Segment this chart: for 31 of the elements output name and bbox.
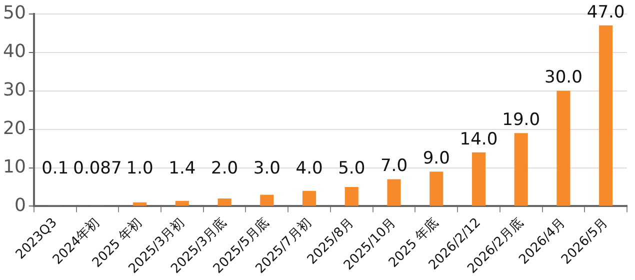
bar: [472, 152, 486, 206]
y-tick-label: 20: [3, 118, 26, 139]
data-label: 5.0: [338, 158, 366, 178]
y-tick-label: 30: [3, 79, 26, 100]
bar: [556, 90, 570, 206]
y-tick-label: 40: [3, 40, 26, 62]
data-label: 1.0: [126, 158, 154, 178]
y-tick-label: 10: [3, 156, 26, 178]
bar: [218, 198, 232, 206]
bar: [387, 179, 401, 206]
data-label: 1.4: [168, 158, 196, 178]
data-label: 0.1: [42, 158, 69, 178]
bar: [302, 190, 316, 206]
data-label: 3.0: [253, 158, 280, 178]
data-label: 9.0: [422, 148, 450, 169]
bar: [344, 187, 358, 206]
y-tick-label: 0: [14, 194, 26, 216]
data-label: 4.0: [296, 158, 323, 178]
data-label: 30.0: [544, 68, 582, 88]
bar: [599, 25, 613, 206]
bar: [514, 133, 528, 206]
data-label: 7.0: [380, 156, 408, 176]
bar: [430, 172, 444, 206]
data-label: 0.087: [73, 158, 122, 178]
bar: [175, 200, 189, 206]
y-tick-label: 50: [3, 2, 26, 24]
data-label: 2.0: [211, 158, 238, 178]
data-label: 47.0: [586, 2, 625, 22]
data-label: 14.0: [460, 129, 498, 150]
bar: [260, 194, 274, 206]
data-label: 19.0: [502, 110, 540, 130]
